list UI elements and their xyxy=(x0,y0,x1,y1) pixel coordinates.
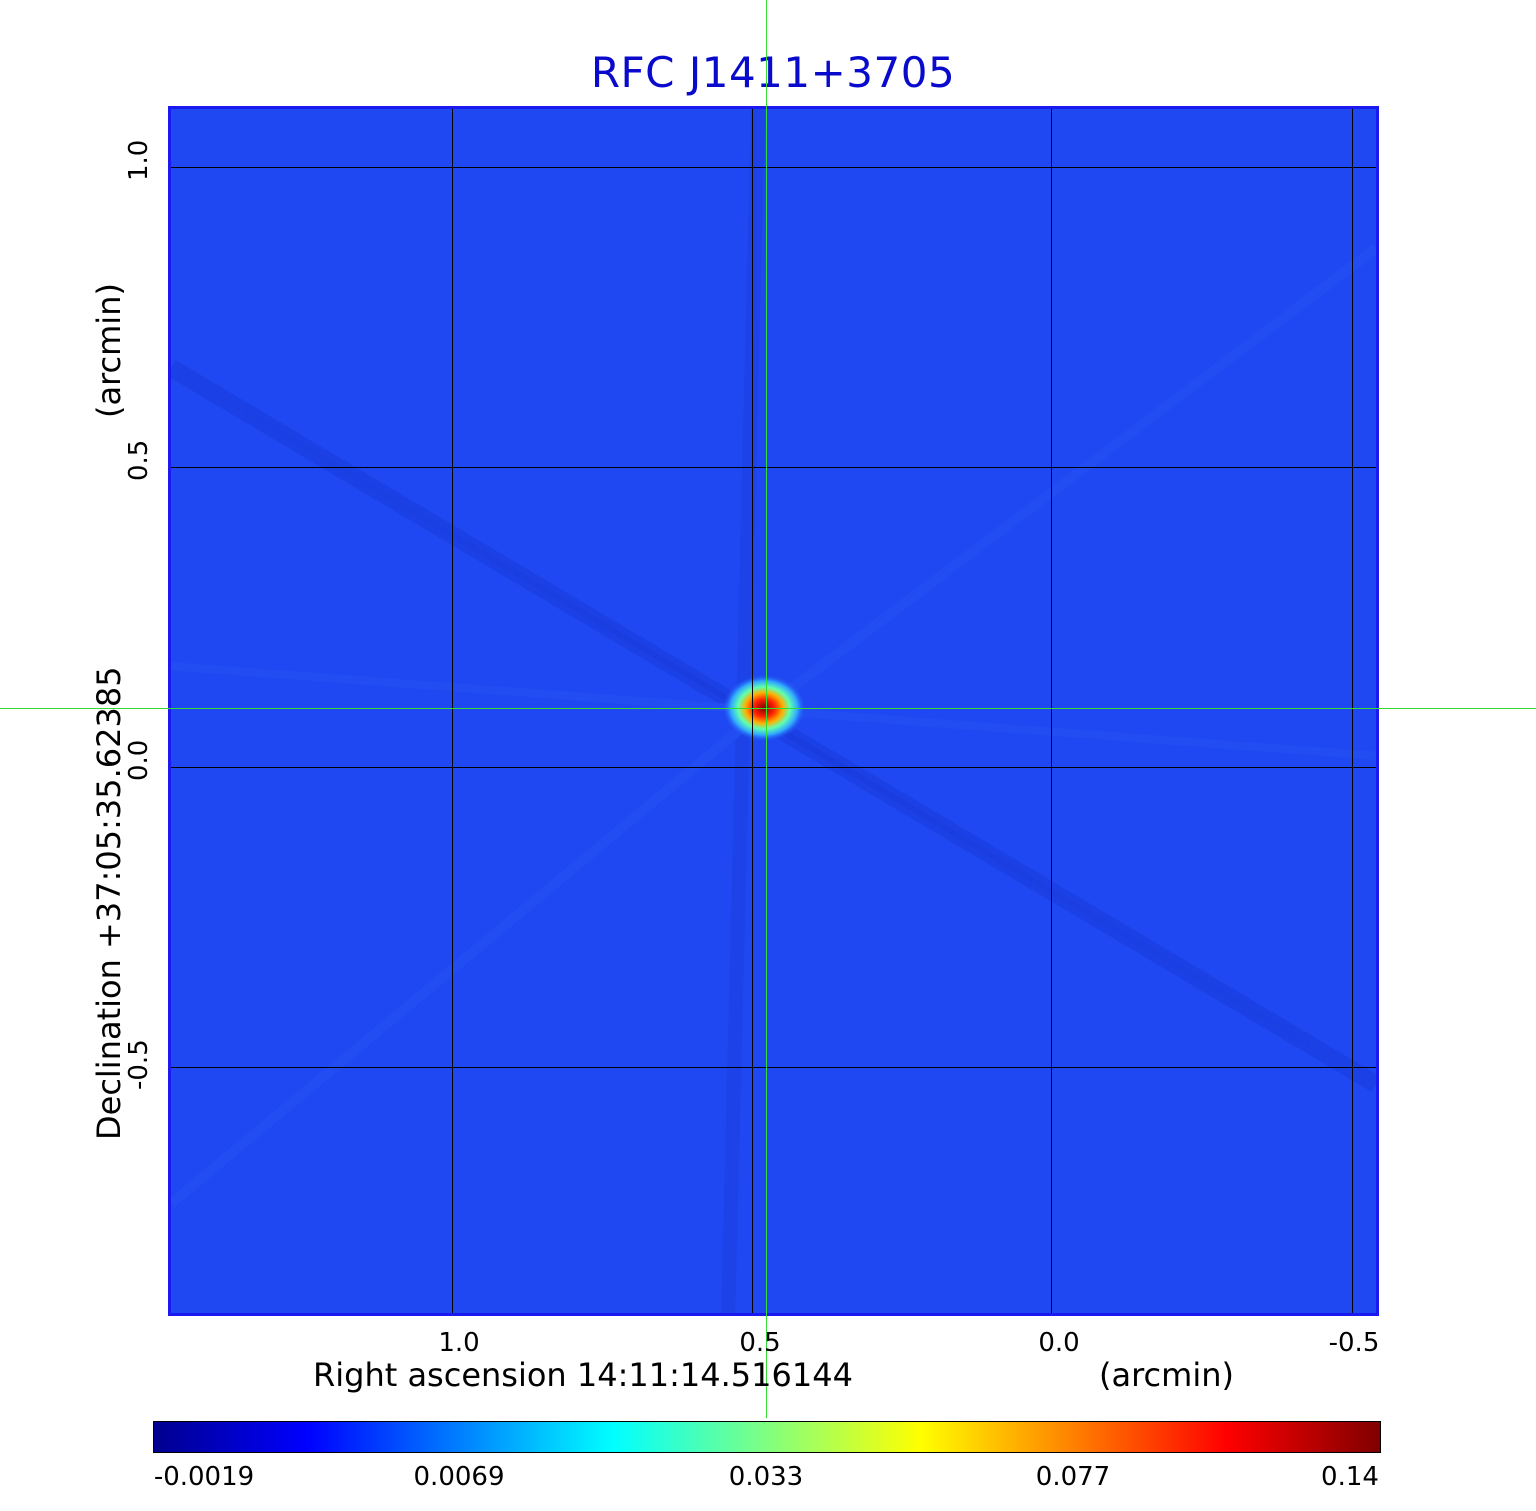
y-tick-label: 1.0 xyxy=(124,139,154,181)
x-tick-label: -0.5 xyxy=(1328,1328,1380,1358)
colorbar-tick-label: 0.14 xyxy=(1321,1462,1379,1492)
sky-image-frame[interactable] xyxy=(168,106,1379,1316)
colorbar-tick-label: 0.033 xyxy=(728,1462,804,1492)
grid-line-y-1.0 xyxy=(171,167,1376,168)
grid-line-y-0.5 xyxy=(171,467,1376,468)
crosshair-horizontal xyxy=(0,708,1536,709)
x-tick-label: 0.5 xyxy=(739,1328,781,1358)
grid-line-x--0.5 xyxy=(1352,109,1353,1313)
grid-line-x-0.0 xyxy=(1051,109,1052,1313)
colorbar-tick-label: -0.0019 xyxy=(153,1462,255,1492)
colorbar-tick-label: 0.0069 xyxy=(413,1462,505,1492)
y-axis-label: Declination +37:05:35.62385 xyxy=(90,666,128,1140)
grid-line-x-1.0 xyxy=(452,109,453,1313)
y-tick-label: 0.5 xyxy=(124,439,154,481)
y-tick-label: 0.0 xyxy=(124,739,154,781)
crosshair-vertical xyxy=(766,0,767,1418)
grid-line-x-0.5 xyxy=(752,109,753,1313)
y-axis-unit: (arcmin) xyxy=(90,283,128,418)
radio-sky-image[interactable] xyxy=(171,109,1376,1313)
image-title: RFC J1411+3705 xyxy=(590,48,956,97)
x-axis-label: Right ascension 14:11:14.516144 xyxy=(313,1356,853,1394)
grid-line-y-0.0 xyxy=(171,767,1376,768)
colorbar-tick-label: 0.077 xyxy=(1035,1462,1111,1492)
y-tick-label: -0.5 xyxy=(124,1039,154,1090)
x-tick-label: 0.0 xyxy=(1038,1328,1080,1358)
x-tick-label: 1.0 xyxy=(438,1328,480,1358)
colorbar xyxy=(153,1421,1381,1453)
x-axis-unit: (arcmin) xyxy=(1099,1356,1234,1394)
grid-line-y--0.5 xyxy=(171,1067,1376,1068)
